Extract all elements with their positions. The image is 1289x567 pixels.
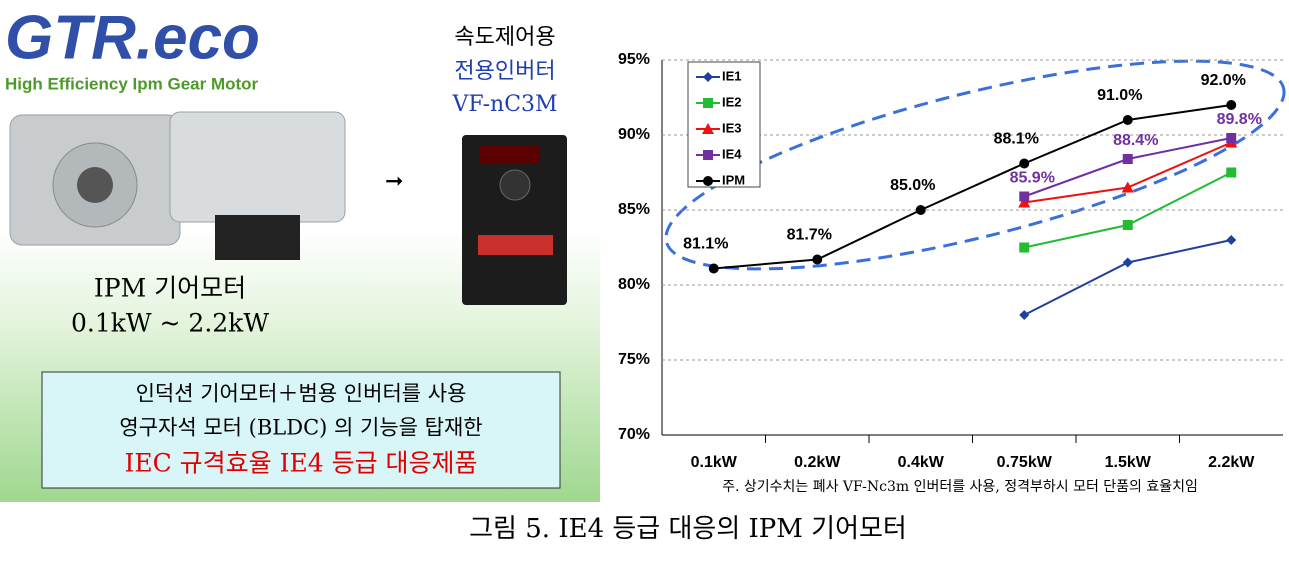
marker — [1019, 158, 1030, 169]
data-label: 88.4% — [1113, 132, 1158, 149]
chart-note: 주. 상기수치는 폐사 VF-Nc3m 인버터를 사용, 정격부하시 모터 단품… — [722, 479, 1198, 495]
y-tick-label: 90% — [618, 126, 650, 143]
legend-label: IE3 — [722, 120, 742, 135]
legend-marker — [703, 72, 713, 82]
legend-box — [687, 61, 761, 188]
motor-label: IPM 기어모터 — [94, 274, 246, 303]
data-label: 89.8% — [1217, 111, 1262, 128]
callout-line: IEC 규격효율 IE4 등급 대응제품 — [124, 449, 477, 478]
inverter-label: 전용인버터 — [454, 59, 555, 84]
motor-label: 0.1kW ~ 2.2kW — [71, 309, 269, 338]
x-tick-label: 0.1kW — [691, 454, 738, 471]
y-tick-label: 80% — [618, 276, 650, 293]
marker — [1226, 100, 1237, 110]
marker — [1121, 181, 1134, 193]
marker — [1122, 220, 1133, 230]
marker — [1122, 257, 1133, 268]
marker — [1122, 115, 1133, 125]
callout-box — [41, 371, 561, 489]
marker — [1019, 242, 1030, 253]
series-line — [713, 104, 1232, 270]
legend-marker — [703, 150, 713, 160]
data-label: 85.9% — [1010, 170, 1055, 187]
legend-label: IE1 — [722, 68, 742, 83]
data-label: 88.1% — [994, 131, 1039, 148]
legend-marker — [702, 123, 714, 134]
x-tick-label: 1.5kW — [1105, 454, 1152, 471]
y-tick-label: 95% — [618, 51, 650, 68]
inverter-label: VF-nC3M — [451, 92, 557, 117]
marker — [1018, 196, 1031, 208]
data-label: 81.1% — [683, 236, 728, 253]
inverter-label: 속도제어용 — [454, 25, 555, 50]
x-tick-label: 2.2kW — [1208, 454, 1255, 471]
x-tick-label: 0.2kW — [794, 454, 841, 471]
marker — [1226, 133, 1237, 143]
data-label: 85.0% — [890, 177, 935, 194]
legend-label: IE2 — [722, 94, 742, 109]
x-tick-label: 0.75kW — [997, 454, 1053, 471]
logo-tagline: High Efficiency Ipm Gear Motor — [5, 74, 259, 93]
marker — [915, 205, 926, 215]
motor-image — [9, 111, 346, 260]
caption: 그림 5. IE4 등급 대응의 IPM 기어모터 — [469, 514, 907, 544]
x-tick-label: 0.4kW — [898, 454, 945, 471]
marker — [1019, 310, 1030, 320]
marker — [1226, 235, 1237, 245]
legend-marker — [703, 98, 713, 108]
y-tick-label: 70% — [618, 426, 650, 443]
series-line — [1023, 239, 1232, 316]
legend-marker — [703, 176, 713, 186]
logo: GTR.eco — [5, 3, 260, 72]
marker — [1226, 167, 1237, 178]
chart: 70% 75% 80% 85% 90% 95% 0.1kW 0.2kW 0.4kW 0.75kW 1… — [618, 51, 1286, 471]
data-label: 92.0% — [1201, 72, 1246, 89]
callout-line: 인덕션 기어모터＋범용 인버터를 사용 — [136, 382, 467, 406]
marker — [1122, 154, 1133, 164]
marker — [708, 263, 719, 274]
highlight-ellipse — [664, 59, 1286, 271]
y-tick-label: 75% — [618, 351, 650, 368]
marker — [812, 254, 823, 265]
callout-line: 영구자석 모터 (BLDC) 의 기능을 탑재한 — [119, 416, 482, 440]
arrow: ➞ — [385, 168, 403, 193]
legend-label: IPM — [722, 172, 745, 187]
y-tick-label: 85% — [618, 201, 650, 218]
legend-label: IE4 — [722, 146, 742, 161]
data-label: 91.0% — [1097, 87, 1142, 104]
marker — [1019, 191, 1030, 202]
inverter-image — [462, 135, 567, 305]
data-label: 81.7% — [787, 227, 832, 244]
